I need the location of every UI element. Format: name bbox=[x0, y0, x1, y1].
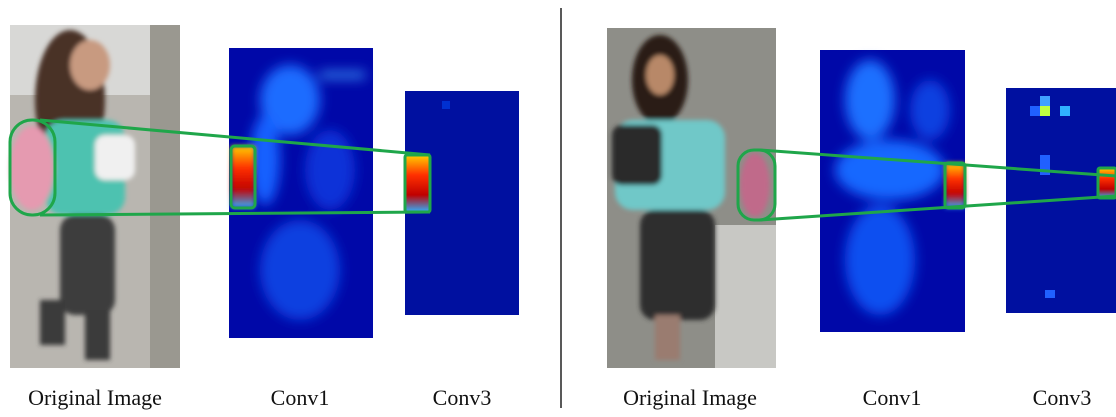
caption: Conv3 bbox=[433, 385, 492, 410]
figure: Original Image Conv1 Conv3 Original Imag… bbox=[0, 0, 1116, 417]
caption: Conv3 bbox=[1033, 385, 1092, 410]
caption: Original Image bbox=[623, 385, 757, 410]
original-image bbox=[607, 28, 776, 368]
conv3-map bbox=[405, 91, 519, 315]
caption: Conv1 bbox=[863, 385, 922, 410]
conv1-map bbox=[820, 50, 965, 332]
original-image bbox=[10, 25, 180, 368]
conv1-map bbox=[229, 48, 373, 338]
caption: Original Image bbox=[28, 385, 162, 410]
caption: Conv1 bbox=[271, 385, 330, 410]
